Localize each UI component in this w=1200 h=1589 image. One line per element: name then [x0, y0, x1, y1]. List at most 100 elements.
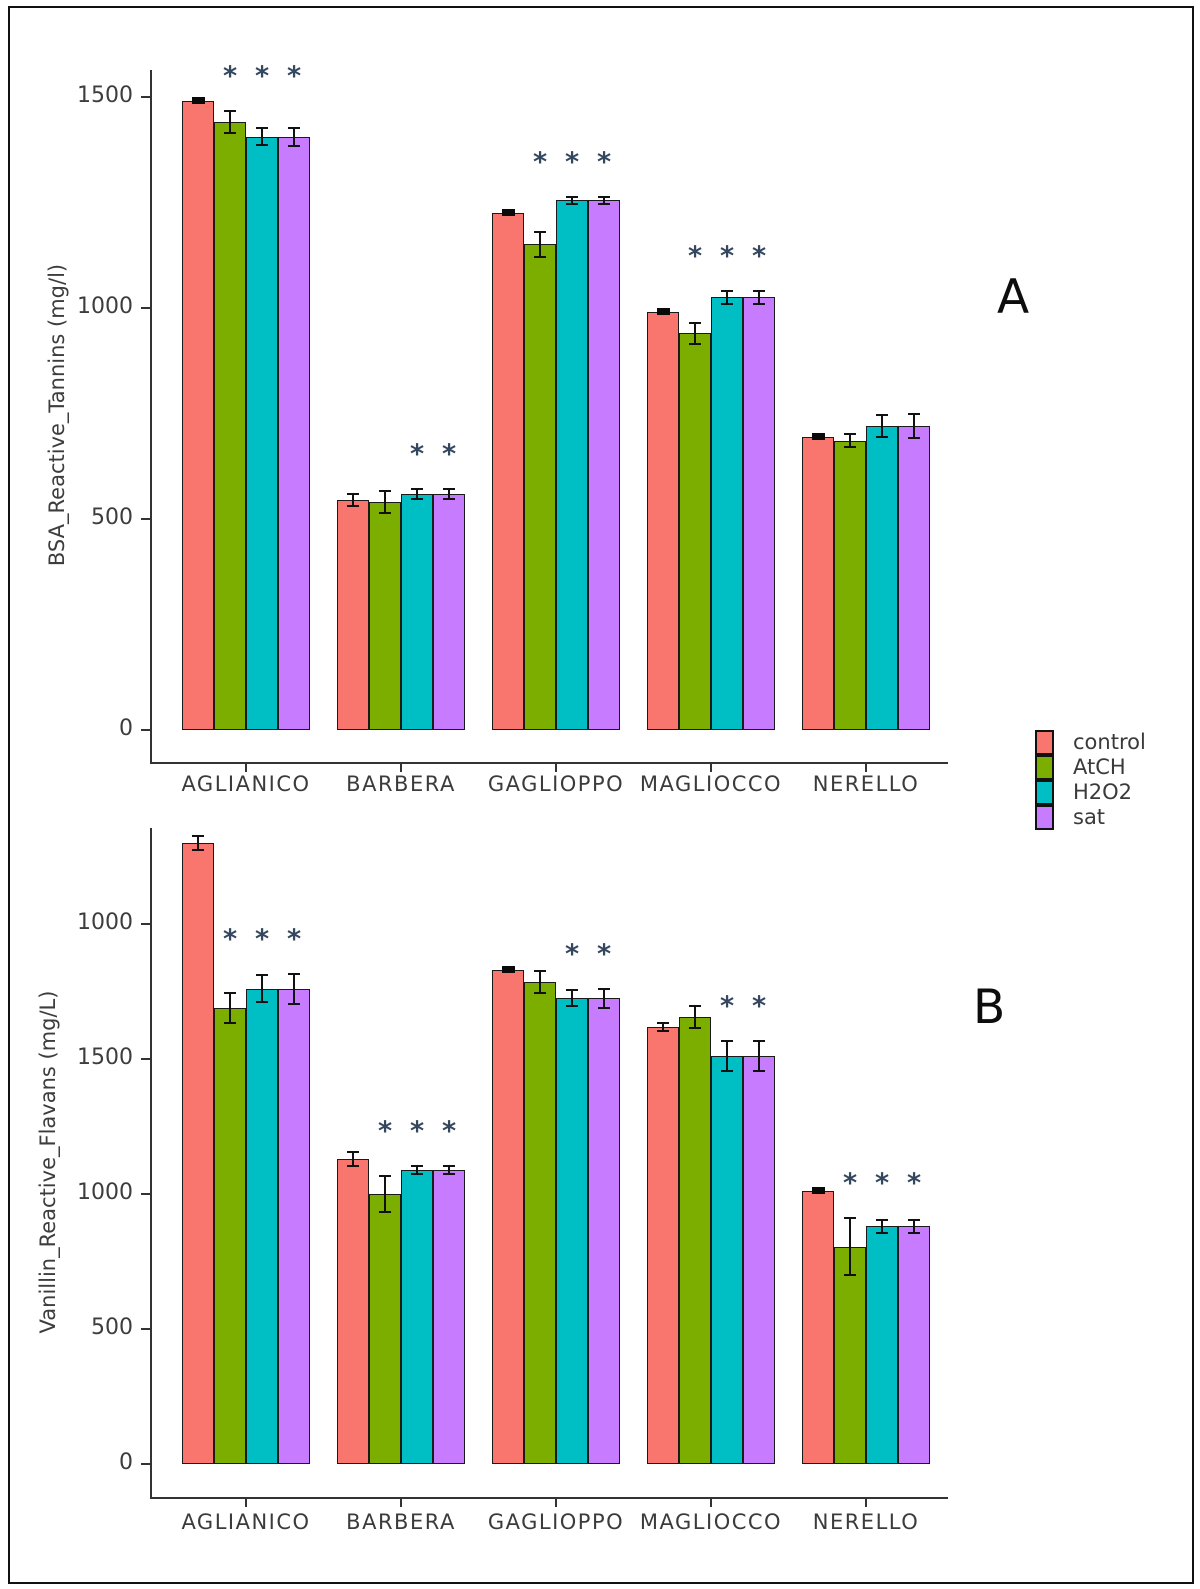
- x-category-label-b-BARBERA: BARBERA: [346, 1510, 456, 1534]
- error-cap-top-b-AGLIANICO-H2O2: [256, 974, 268, 977]
- control-marker-b-GAGLIOPPO: [501, 965, 515, 973]
- significance-asterisk-b-GAGLIOPPO-H2O2: *: [564, 938, 580, 970]
- panel-a-letter: A: [997, 270, 1030, 325]
- y-tick-label-b-1000: 1000: [77, 1180, 133, 1205]
- error-cap-bottom-b-GAGLIOPPO-AtCH: [534, 991, 546, 994]
- significance-asterisk-a-AGLIANICO-H2O2: *: [254, 61, 270, 93]
- error-bar-a-BARBERA-sat: [448, 488, 450, 499]
- control-marker-a-NERELLO: [811, 432, 825, 440]
- bar-b-NERELLO-H2O2: [866, 1226, 898, 1464]
- error-bar-b-AGLIANICO-AtCH: [229, 992, 231, 1023]
- control-marker-a-MAGLIOCCO: [656, 308, 670, 316]
- bar-a-GAGLIOPPO-control: [492, 212, 524, 730]
- x-category-label-a-AGLIANICO: AGLIANICO: [181, 772, 311, 796]
- error-bar-b-BARBERA-control: [352, 1152, 354, 1166]
- y-tick-a-1500: [141, 95, 150, 98]
- error-cap-top-b-GAGLIOPPO-AtCH: [534, 970, 546, 973]
- error-cap-top-a-MAGLIOCCO-H2O2: [721, 289, 733, 292]
- error-cap-top-a-NERELLO-AtCH: [844, 433, 856, 436]
- bar-b-MAGLIOCCO-H2O2: [711, 1056, 743, 1464]
- legend-swatch-sat: [1035, 805, 1054, 830]
- significance-asterisk-b-NERELLO-AtCH: *: [842, 1168, 858, 1200]
- y-axis-title-a: BSA_Reactive_Tannins (mg/l): [45, 263, 69, 567]
- error-cap-top-b-NERELLO-sat: [908, 1218, 920, 1221]
- x-tick-a-AGLIANICO: [245, 764, 247, 772]
- legend-swatch-control: [1035, 730, 1054, 755]
- error-bar-a-NERELLO-AtCH: [849, 434, 851, 448]
- error-bar-a-AGLIANICO-sat: [293, 127, 295, 147]
- error-cap-bottom-b-MAGLIOCCO-AtCH: [689, 1026, 701, 1029]
- significance-asterisk-a-AGLIANICO-sat: *: [286, 61, 302, 93]
- error-cap-bottom-a-BARBERA-sat: [443, 497, 455, 500]
- error-cap-bottom-a-AGLIANICO-AtCH: [224, 131, 236, 134]
- error-bar-b-NERELLO-sat: [913, 1219, 915, 1234]
- error-cap-top-a-MAGLIOCCO-AtCH: [689, 321, 701, 324]
- x-tick-b-AGLIANICO: [245, 1499, 247, 1507]
- bar-b-NERELLO-control: [802, 1191, 834, 1464]
- bar-a-AGLIANICO-sat: [278, 136, 310, 730]
- error-cap-bottom-b-BARBERA-H2O2: [411, 1172, 423, 1175]
- error-bar-a-MAGLIOCCO-sat: [758, 290, 760, 304]
- y-axis-line-b: [150, 828, 152, 1499]
- error-cap-top-a-BARBERA-AtCH: [379, 490, 391, 493]
- error-cap-bottom-b-GAGLIOPPO-H2O2: [566, 1005, 578, 1008]
- significance-asterisk-b-BARBERA-H2O2: *: [409, 1115, 425, 1147]
- error-bar-b-MAGLIOCCO-H2O2: [726, 1041, 728, 1072]
- bar-b-AGLIANICO-sat: [278, 988, 310, 1464]
- error-cap-top-b-NERELLO-AtCH: [844, 1217, 856, 1220]
- bar-b-AGLIANICO-H2O2: [246, 988, 278, 1464]
- error-bar-b-AGLIANICO-sat: [293, 973, 295, 1004]
- significance-asterisk-a-GAGLIOPPO-sat: *: [596, 146, 612, 178]
- error-cap-top-a-GAGLIOPPO-AtCH: [534, 230, 546, 233]
- legend-label-atch: AtCH: [1073, 755, 1126, 779]
- error-bar-a-GAGLIOPPO-AtCH: [539, 231, 541, 258]
- bar-b-MAGLIOCCO-sat: [743, 1056, 775, 1464]
- error-cap-bottom-a-NERELLO-AtCH: [844, 446, 856, 449]
- significance-asterisk-b-AGLIANICO-H2O2: *: [254, 923, 270, 955]
- bar-a-NERELLO-AtCH: [834, 440, 866, 730]
- x-category-label-a-MAGLIOCCO: MAGLIOCCO: [639, 772, 783, 796]
- error-bar-a-AGLIANICO-H2O2: [261, 128, 263, 146]
- error-cap-top-b-MAGLIOCCO-AtCH: [689, 1005, 701, 1008]
- error-cap-bottom-b-MAGLIOCCO-sat: [753, 1070, 765, 1073]
- x-tick-b-MAGLIOCCO: [710, 1499, 712, 1507]
- error-bar-b-MAGLIOCCO-control: [662, 1022, 664, 1031]
- error-cap-bottom-a-GAGLIOPPO-AtCH: [534, 256, 546, 259]
- bar-a-MAGLIOCCO-H2O2: [711, 297, 743, 730]
- error-bar-b-NERELLO-AtCH: [849, 1218, 851, 1275]
- legend-swatch-h2o2: [1035, 780, 1054, 805]
- bar-b-BARBERA-control: [337, 1158, 369, 1464]
- error-cap-bottom-a-GAGLIOPPO-H2O2: [566, 202, 578, 205]
- bar-b-NERELLO-AtCH: [834, 1246, 866, 1464]
- x-axis-line-a: [150, 762, 948, 764]
- bar-b-BARBERA-AtCH: [369, 1194, 401, 1464]
- error-cap-top-a-NERELLO-H2O2: [876, 414, 888, 417]
- error-bar-b-NERELLO-H2O2: [881, 1219, 883, 1234]
- error-cap-bottom-a-AGLIANICO-H2O2: [256, 144, 268, 147]
- y-tick-a-500: [141, 517, 150, 520]
- bar-b-BARBERA-sat: [433, 1169, 465, 1464]
- significance-asterisk-b-MAGLIOCCO-sat: *: [751, 991, 767, 1023]
- bar-b-GAGLIOPPO-sat: [588, 998, 620, 1464]
- figure-border: [8, 6, 1194, 1584]
- error-bar-a-AGLIANICO-AtCH: [229, 111, 231, 133]
- error-cap-bottom-b-BARBERA-sat: [443, 1172, 455, 1175]
- error-cap-bottom-b-AGLIANICO-AtCH: [224, 1021, 236, 1024]
- error-bar-a-BARBERA-control: [352, 493, 354, 507]
- x-category-label-b-AGLIANICO: AGLIANICO: [181, 1510, 311, 1534]
- error-cap-top-a-MAGLIOCCO-sat: [753, 289, 765, 292]
- significance-asterisk-a-GAGLIOPPO-AtCH: *: [532, 146, 548, 178]
- error-cap-top-b-GAGLIOPPO-sat: [598, 987, 610, 990]
- error-bar-b-GAGLIOPPO-H2O2: [571, 990, 573, 1007]
- error-bar-a-NERELLO-H2O2: [881, 415, 883, 437]
- bar-b-MAGLIOCCO-control: [647, 1026, 679, 1464]
- error-bar-b-MAGLIOCCO-sat: [758, 1041, 760, 1072]
- error-cap-bottom-b-GAGLIOPPO-sat: [598, 1006, 610, 1009]
- legend-label-sat: sat: [1073, 805, 1106, 829]
- significance-asterisk-a-MAGLIOCCO-sat: *: [751, 240, 767, 272]
- legend-swatch-atch: [1035, 755, 1054, 780]
- legend-label-control: control: [1073, 730, 1146, 754]
- y-tick-b-1500: [141, 1058, 150, 1060]
- error-bar-b-AGLIANICO-H2O2: [261, 975, 263, 1003]
- error-bar-a-BARBERA-AtCH: [384, 491, 386, 513]
